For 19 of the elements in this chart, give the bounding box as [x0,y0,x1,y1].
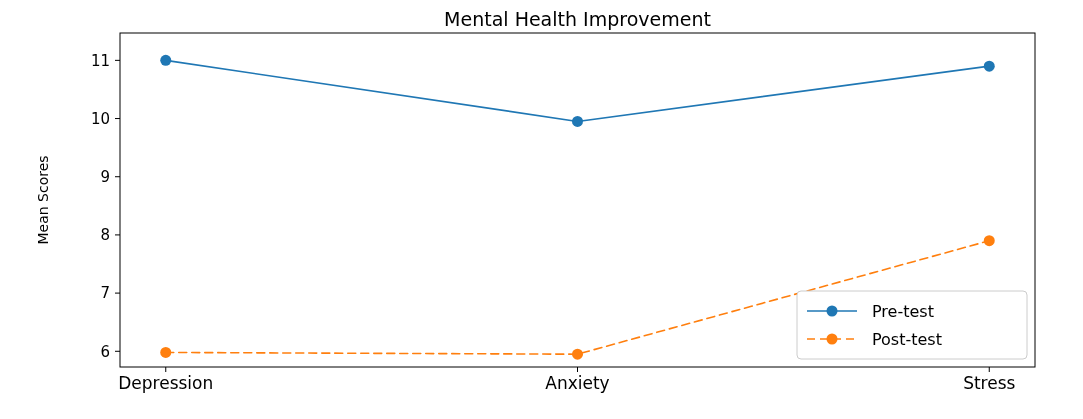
x-tick-label: Depression [118,373,214,393]
x-tick-label: Anxiety [545,373,610,393]
point [160,346,172,358]
y-tick-label: 7 [100,284,110,303]
y-tick-label: 10 [90,109,110,128]
y-tick-label: 8 [100,226,110,245]
point [983,60,995,72]
y-tick-label: 11 [90,51,110,70]
legend-label: Pre-test [872,301,934,321]
y-tick-label: 6 [100,342,110,361]
point [572,348,583,360]
x-tick-label: Stress [963,373,1016,393]
y-axis-title: Mean Scores [35,155,51,245]
chart-title: Mental Health Improvement [444,8,711,30]
legend-label: Post-test [872,329,942,349]
point [572,115,583,127]
point [160,54,172,66]
point [983,235,995,247]
y-tick-label: 9 [100,167,110,186]
